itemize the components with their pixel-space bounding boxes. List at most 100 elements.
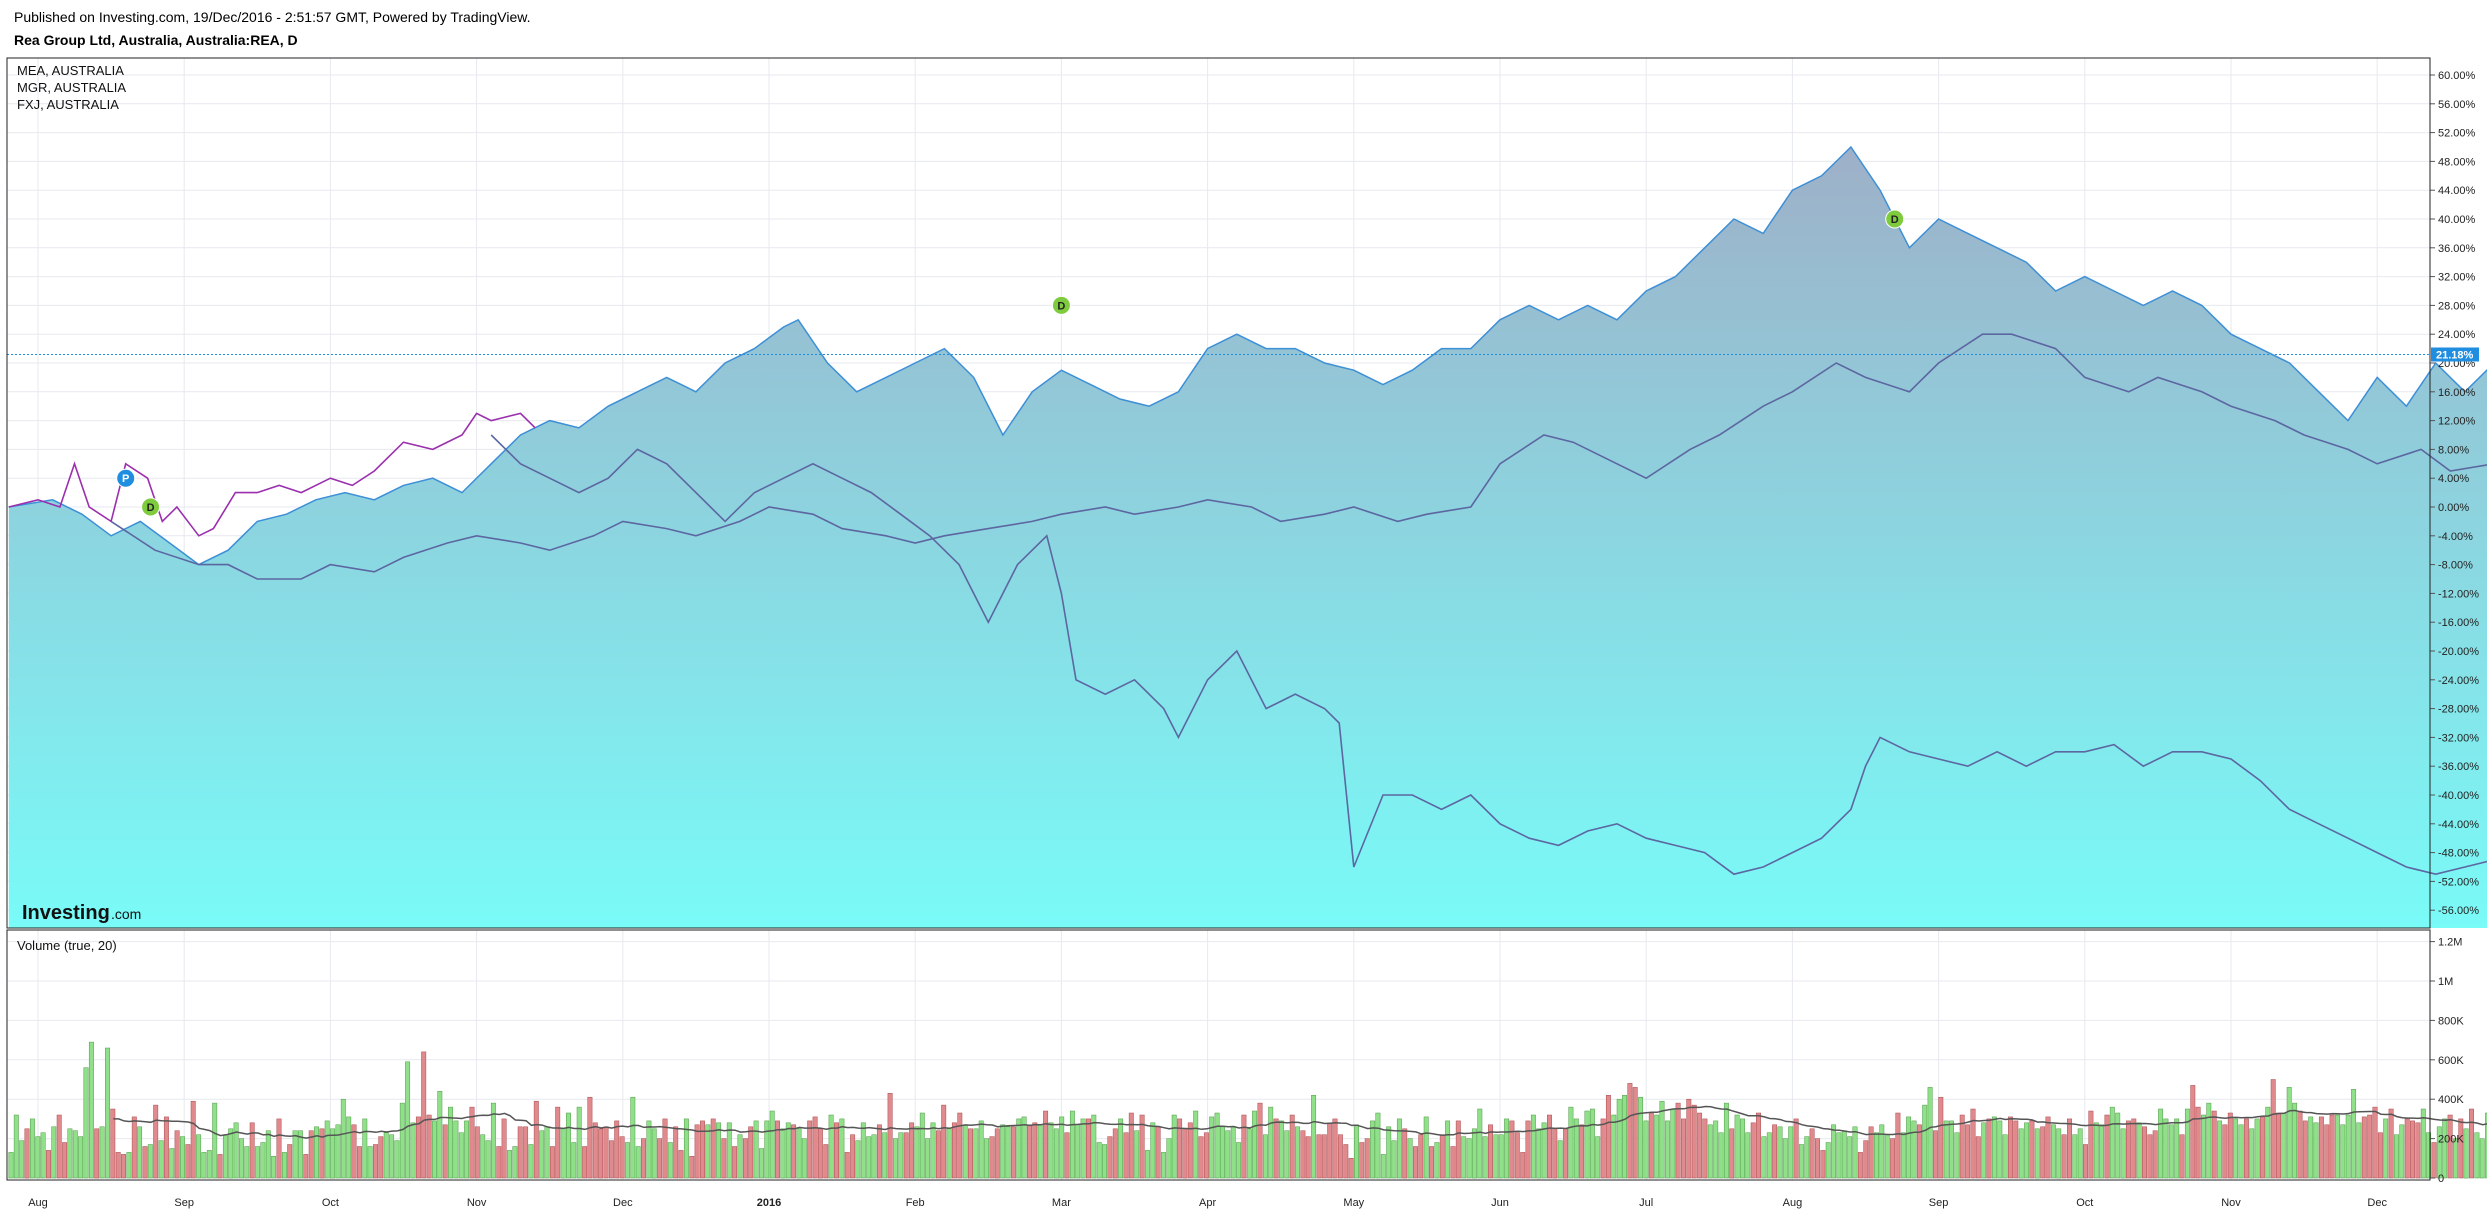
volume-bar [1648, 1112, 1654, 1179]
volume-bar [2115, 1112, 2121, 1179]
volume-bar [1048, 1122, 1054, 1179]
volume-bar [383, 1132, 389, 1179]
x-tick-label: Feb [906, 1197, 925, 1209]
volume-bar [1182, 1128, 1188, 1179]
volume-bar [566, 1112, 571, 1179]
x-tick-label: Aug [28, 1197, 48, 1209]
volume-bar [619, 1136, 625, 1179]
volume-bar [2286, 1087, 2292, 1179]
volume-bar [1118, 1118, 1124, 1179]
volume-bar [1177, 1118, 1183, 1179]
x-tick-label: Oct [2076, 1197, 2093, 1209]
volume-bar [721, 1138, 727, 1179]
volume-bar [292, 1130, 298, 1179]
event-markers[interactable]: P D D D [116, 209, 1905, 517]
volume-tick-label: 600K [2438, 1055, 2464, 1067]
volume-bar [1498, 1134, 1504, 1179]
volume-bar [1927, 1087, 1933, 1179]
volume-bar [432, 1120, 437, 1179]
volume-bar [2104, 1114, 2110, 1179]
volume-bar [2485, 1112, 2487, 1179]
y-tick-label: 24.00% [2438, 329, 2476, 341]
x-tick-label: Dec [613, 1197, 633, 1209]
volume-bar [1493, 1134, 1499, 1179]
volume-bar [1831, 1124, 1837, 1179]
volume-bar [147, 1144, 153, 1179]
volume-bar [555, 1106, 561, 1179]
volume-bar [1664, 1120, 1670, 1179]
volume-bar [180, 1136, 185, 1179]
volume-bar [78, 1136, 84, 1179]
event-marker-p[interactable] [116, 468, 136, 488]
volume-bar [29, 1118, 35, 1179]
volume-bar [1187, 1122, 1193, 1179]
volume-bar [517, 1126, 523, 1179]
volume-bar [1091, 1114, 1097, 1179]
volume-bar [1380, 1154, 1386, 1179]
volume-bar [2243, 1118, 2249, 1179]
investing-logo[interactable]: Investing .com [22, 902, 141, 924]
volume-bar [137, 1126, 143, 1179]
volume-bar [1166, 1138, 1172, 1179]
volume-bar [582, 1146, 588, 1179]
volume-bar [2174, 1118, 2180, 1179]
volume-bars [8, 1041, 2487, 1179]
volume-bar [1691, 1104, 1697, 1179]
volume-bar [523, 1126, 529, 1179]
volume-bar [1627, 1083, 1633, 1179]
volume-bar [110, 1108, 116, 1179]
volume-bar [1327, 1122, 1333, 1179]
y-tick-label: 52.00% [2438, 128, 2476, 140]
volume-bar [1863, 1140, 1869, 1179]
x-tick-label: Mar [1052, 1197, 1071, 1209]
volume-bar [2142, 1126, 2147, 1179]
volume-bar [158, 1140, 164, 1179]
volume-bar [893, 1138, 898, 1179]
volume-bar [769, 1110, 775, 1179]
volume-bar [775, 1120, 780, 1179]
volume-bar [887, 1093, 893, 1179]
volume-bar [1461, 1136, 1467, 1179]
volume-bar [2340, 1124, 2346, 1179]
volume-bar [1375, 1112, 1381, 1179]
volume-bar [1220, 1126, 1225, 1179]
volume-bar [549, 1146, 555, 1179]
volume-bar [2147, 1134, 2153, 1179]
volume-bar [1938, 1096, 1944, 1179]
volume-bar [871, 1134, 877, 1179]
volume-bar [1144, 1150, 1150, 1179]
volume-bar [941, 1104, 947, 1179]
volume-bar [2067, 1118, 2072, 1179]
volume-bar [2238, 1124, 2244, 1179]
volume-bar [812, 1116, 818, 1179]
event-marker-d[interactable] [141, 497, 161, 517]
volume-bar [2029, 1120, 2035, 1179]
volume-bar [2351, 1089, 2357, 1179]
volume-bar [1734, 1114, 1740, 1179]
volume-bar [1096, 1142, 1102, 1179]
volume-bar [2345, 1114, 2351, 1179]
volume-bar [742, 1138, 748, 1179]
volume-bar [501, 1118, 507, 1179]
event-marker-d[interactable] [1051, 295, 1071, 315]
event-marker-d[interactable] [1885, 209, 1905, 229]
volume-bar [1509, 1120, 1515, 1179]
event-marker-letter: D [147, 502, 155, 514]
volume-bar [1595, 1136, 1601, 1179]
volume-bar [1932, 1130, 1938, 1179]
volume-bar [903, 1132, 909, 1179]
volume-tick-label: 200K [2438, 1134, 2464, 1146]
volume-bar [759, 1148, 764, 1179]
volume-bar [346, 1116, 352, 1179]
volume-bar [83, 1067, 89, 1179]
volume-bar [866, 1136, 872, 1179]
volume-bar [1922, 1104, 1928, 1179]
x-tick-label: Aug [1783, 1197, 1803, 1209]
volume-bar [968, 1128, 973, 1179]
volume-bar [1488, 1124, 1493, 1179]
volume-bar [1032, 1122, 1038, 1179]
volume-bar [973, 1128, 979, 1179]
x-tick-label: 2016 [757, 1197, 781, 1209]
volume-bar [1804, 1136, 1810, 1179]
